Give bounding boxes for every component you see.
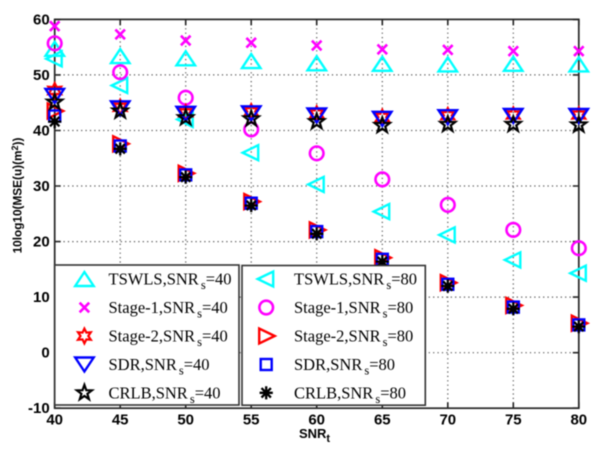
svg-text:65: 65 [374, 412, 391, 429]
svg-text:40: 40 [46, 412, 63, 429]
svg-text:50: 50 [177, 412, 194, 429]
svg-text:45: 45 [112, 412, 129, 429]
svg-text:60: 60 [308, 412, 325, 429]
svg-text:50: 50 [33, 67, 50, 84]
svg-text:75: 75 [505, 412, 522, 429]
svg-text:20: 20 [33, 234, 50, 251]
svg-text:60: 60 [33, 11, 50, 28]
svg-text:-10: -10 [28, 400, 50, 417]
svg-text:55: 55 [243, 412, 260, 429]
svg-text:40: 40 [33, 123, 50, 140]
svg-text:SNRt: SNRt [299, 426, 330, 445]
svg-text:80: 80 [570, 412, 587, 429]
svg-text:30: 30 [33, 178, 50, 195]
svg-text:10log10(MSE(u)(m2)): 10log10(MSE(u)(m2)) [10, 138, 25, 254]
svg-text:10: 10 [33, 289, 50, 306]
svg-text:70: 70 [439, 412, 456, 429]
svg-text:0: 0 [41, 345, 49, 362]
